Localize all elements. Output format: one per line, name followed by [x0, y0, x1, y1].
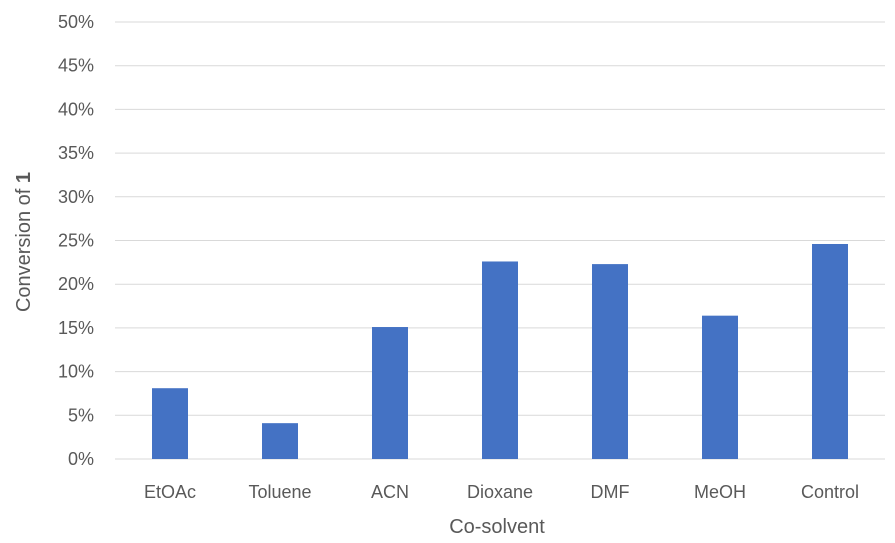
x-tick-label: Toluene: [248, 482, 311, 502]
x-tick-label: MeOH: [694, 482, 746, 502]
y-tick-label: 5%: [68, 405, 94, 425]
y-tick-label: 50%: [58, 12, 94, 32]
y-axis-title-bold: 1: [13, 172, 35, 183]
y-tick-label: 25%: [58, 231, 94, 251]
bar-dioxane: [482, 261, 518, 459]
bar-dmf: [592, 264, 628, 459]
y-tick-label: 0%: [68, 449, 94, 469]
y-axis-title: Conversion of 1: [13, 172, 35, 312]
bar-toluene: [262, 423, 298, 459]
y-tick-label: 45%: [58, 56, 94, 76]
x-axis-ticks: EtOAc Toluene ACN Dioxane DMF MeOH Control: [144, 482, 859, 502]
y-tick-label: 35%: [58, 143, 94, 163]
y-tick-label: 30%: [58, 187, 94, 207]
y-axis-title-text: Conversion of: [13, 183, 35, 312]
bar-meoh: [702, 315, 738, 459]
bars: [152, 243, 848, 459]
gridlines: [115, 21, 885, 460]
x-tick-label: DMF: [591, 482, 630, 502]
x-axis-title: Co-solvent: [449, 516, 545, 538]
bar-control: [812, 243, 848, 459]
bar-acn: [372, 327, 408, 459]
x-tick-label: Dioxane: [467, 482, 533, 502]
x-tick-label: ACN: [371, 482, 409, 502]
y-tick-label: 40%: [58, 99, 94, 119]
y-tick-label: 10%: [58, 362, 94, 382]
x-tick-label: Control: [801, 482, 859, 502]
bar-etoac: [152, 388, 188, 459]
x-tick-label: EtOAc: [144, 482, 196, 502]
y-tick-label: 15%: [58, 318, 94, 338]
y-axis-ticks: 0% 5% 10% 15% 20% 25% 30% 35% 40% 45% 50%: [58, 12, 94, 469]
y-tick-label: 20%: [58, 274, 94, 294]
